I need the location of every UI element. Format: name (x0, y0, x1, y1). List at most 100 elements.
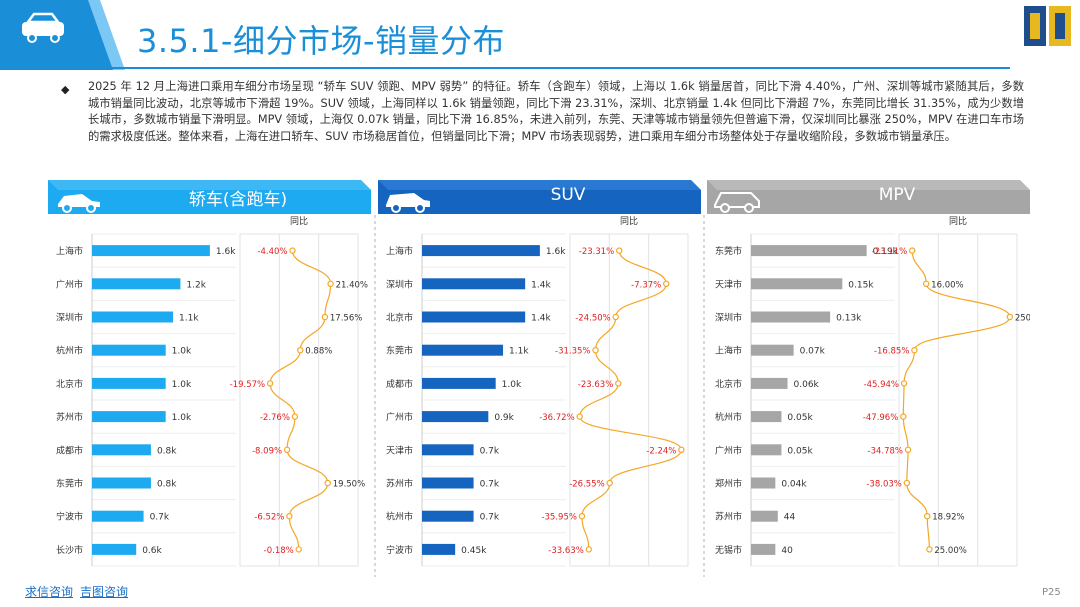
yoy-label: -36.72% (539, 413, 574, 423)
yoy-point (926, 546, 933, 553)
panel-mpv: MPV 同比 东莞市 0.19k 天津市 0.15k 深圳市 0.13k 上海市 0.07k 北京… (707, 180, 1030, 576)
yoy-label: -26.55% (569, 480, 604, 490)
yoy-label: -47.96% (863, 413, 898, 423)
panel-suv: SUV 同比 上海市 1.6k 深圳市 1.4k 北京市 1.4k 东莞市 1.1k 成都市 1.0… (378, 180, 701, 576)
bar (422, 477, 474, 489)
bar (751, 278, 843, 290)
yoy-label: -45.94% (864, 380, 899, 390)
panel-mpv-title: MPV (878, 185, 916, 205)
category-label: 成都市 (386, 378, 413, 390)
bar (751, 477, 776, 489)
bar (751, 377, 788, 389)
yoy-point (286, 513, 293, 520)
yoy-point (612, 313, 619, 321)
yoy-label: -23.11% (872, 247, 907, 257)
yoy-label: -35.95% (541, 513, 576, 523)
category-label: 北京市 (715, 378, 742, 390)
category-label: 东莞市 (56, 478, 83, 490)
bar (751, 411, 782, 423)
yoy-label: 17.56% (330, 314, 362, 324)
bar (422, 510, 474, 522)
category-label: 宁波市 (56, 511, 83, 523)
category-label: 长沙市 (56, 544, 83, 556)
yoy-point (578, 513, 586, 520)
category-label: 苏州市 (715, 511, 742, 523)
car-icon (22, 12, 64, 43)
category-label: 杭州市 (56, 345, 83, 357)
value-label: 0.13k (836, 314, 862, 324)
category-label: 深圳市 (715, 312, 742, 324)
category-label: 上海市 (56, 245, 83, 257)
yoy-label: -19.57% (230, 380, 265, 390)
bar (422, 543, 456, 555)
yoy-point (1006, 313, 1014, 321)
suv-car-icon (386, 193, 430, 213)
category-label: 深圳市 (386, 278, 413, 290)
category-label: 广州市 (715, 444, 742, 456)
value-label: 0.06k (794, 380, 820, 390)
panel-suv-header (378, 180, 701, 214)
yoy-label: -8.09% (252, 446, 282, 456)
yoy-point (911, 346, 918, 354)
yoy-point (922, 280, 930, 288)
yoy-label: 25.00% (934, 546, 966, 556)
bar (751, 245, 867, 257)
bar (422, 411, 489, 423)
value-label: 44 (784, 513, 796, 523)
value-label: 0.05k (787, 446, 813, 456)
yoy-point (908, 247, 916, 254)
value-label: 0.15k (848, 280, 874, 290)
value-label: 1.0k (502, 380, 522, 390)
category-label: 深圳市 (56, 312, 83, 324)
yoy-grid-frame (898, 233, 1018, 567)
yoy-point (663, 280, 670, 288)
yoy-point (295, 546, 302, 553)
yoy-header: 同比 (620, 215, 638, 227)
value-label: 1.2k (186, 280, 206, 290)
yoy-label: 16.00% (931, 280, 963, 290)
yoy-point (289, 247, 296, 254)
value-label: 1.0k (172, 347, 192, 357)
yoy-label: 18.92% (932, 513, 964, 523)
value-label: 0.7k (480, 480, 500, 490)
category-label: 广州市 (56, 278, 83, 290)
yoy-grid-frame (239, 233, 359, 567)
yoy-point (904, 446, 912, 453)
value-label: 0.7k (150, 513, 170, 523)
yoy-point (616, 247, 623, 254)
footer-link-qiuxin[interactable]: 求信咨询 (25, 585, 74, 599)
bar (92, 444, 151, 456)
yoy-point (924, 513, 931, 520)
value-label: 1.0k (172, 413, 192, 423)
yoy-label: -4.40% (257, 247, 287, 257)
footer-link-jitu[interactable]: 吉图咨询 (80, 585, 129, 599)
panel-sedan-header (48, 180, 371, 214)
value-label: 0.07k (800, 347, 826, 357)
panel-sedan-title: 轿车(含跑车) (188, 190, 288, 210)
category-label: 杭州市 (715, 411, 742, 423)
yoy-point (585, 546, 592, 553)
yoy-point (592, 346, 599, 354)
summary-paragraph: 2025 年 12 月上海进口乘用车细分市场呈现 “轿车 SUV 领跑、MPV … (88, 80, 1024, 143)
yoy-point (606, 479, 613, 487)
bar (92, 344, 166, 356)
value-label: 1.0k (172, 380, 192, 390)
yoy-label: -2.76% (260, 413, 290, 423)
bar (92, 245, 210, 257)
yoy-point (297, 346, 304, 354)
category-label: 东莞市 (386, 345, 413, 357)
category-label: 上海市 (715, 345, 742, 357)
bar (92, 278, 181, 290)
category-label: 广州市 (386, 411, 413, 423)
yoy-label: -23.63% (578, 380, 613, 390)
value-label: 1.4k (531, 314, 551, 324)
yoy-label: -31.35% (555, 347, 590, 357)
category-label: 杭州市 (386, 511, 413, 523)
value-label: 0.05k (787, 413, 813, 423)
bar (92, 311, 174, 323)
category-label: 郑州市 (715, 478, 742, 490)
brand-logo (1024, 6, 1071, 46)
value-label: 0.04k (781, 480, 807, 490)
bar (92, 411, 166, 423)
